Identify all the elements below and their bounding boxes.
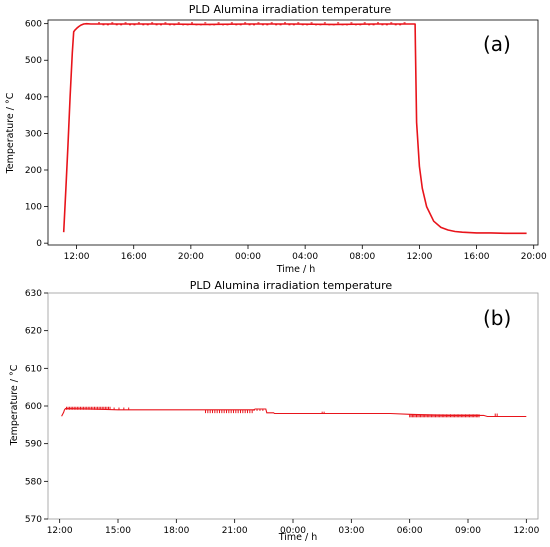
- chart-a-y-tick-label: 400: [25, 93, 42, 103]
- chart-a-x-tick-label: 20:00: [521, 252, 547, 262]
- chart-b-y-ticks: 570 580 590 600 610 620 630: [25, 289, 48, 525]
- chart-a-x-tick-label: 12:00: [64, 252, 90, 262]
- chart-a-y-tick-label: 500: [25, 56, 42, 66]
- chart-a-series-line: [62, 22, 527, 235]
- chart-a-y-tick-label: 600: [25, 20, 42, 30]
- chart-b-y-tick-label: 610: [25, 364, 42, 374]
- chart-a-x-tick-label: 20:00: [178, 252, 204, 262]
- chart-a-y-tick-label: 100: [25, 203, 42, 213]
- chart-b-panel-label: (b): [483, 306, 511, 330]
- chart-a-y-ticks: 0 100 200 300 400 500 600: [25, 20, 48, 249]
- chart-a-noise: [98, 22, 406, 26]
- chart-b-y-tick-label: 600: [25, 402, 42, 412]
- chart-a-x-tick-label: 00:00: [235, 252, 261, 262]
- chart-b-y-tick-label: 630: [25, 289, 42, 299]
- chart-b-plot-frame: [47, 292, 539, 520]
- chart-b-series-line: [61, 408, 527, 418]
- chart-a: PLD Alumina irradiation temperature 0 100…: [5, 3, 547, 275]
- chart-a-x-ticks: 12:00 16:00 20:00 00:00 04:00 08:00 12:00 16:00…: [64, 245, 547, 262]
- chart-a-plot-frame: [47, 19, 539, 246]
- chart-a-y-axis-label: Temperature / °C: [5, 92, 16, 174]
- chart-a-x-axis-label: Time / h: [276, 264, 316, 275]
- chart-a-x-tick-label: 08:00: [349, 252, 375, 262]
- chart-b-y-tick-label: 590: [25, 440, 42, 450]
- chart-a-x-tick-label: 16:00: [121, 252, 147, 262]
- chart-a-x-tick-label: 16:00: [464, 252, 490, 262]
- chart-b-series: [61, 408, 527, 418]
- chart-b-x-axis-label: Time / h: [278, 532, 318, 543]
- chart-b-y-tick-label: 580: [25, 477, 42, 487]
- chart-b-title: PLD Alumina irradiation temperature: [190, 279, 393, 292]
- chart-b-x-tick-label: 15:00: [105, 526, 131, 536]
- chart-b-x-tick-label: 12:00: [513, 526, 539, 536]
- chart-b-y-tick-label: 570: [25, 515, 42, 525]
- chart-b-x-ticks: 12:00 15:00 18:00 21:00 00:00 03:00 06:00 09:00…: [47, 519, 540, 536]
- chart-b-x-tick-label: 00:00: [280, 526, 306, 536]
- chart-b-x-tick-label: 18:00: [163, 526, 189, 536]
- chart-b-x-tick-label: 06:00: [397, 526, 423, 536]
- chart-b-x-tick-label: 09:00: [455, 526, 481, 536]
- chart-a-y-tick-label: 0: [36, 239, 42, 249]
- chart-a-x-tick-label: 12:00: [406, 252, 432, 262]
- chart-b-x-tick-label: 21:00: [222, 526, 248, 536]
- chart-b-y-axis-label: Temperature / °C: [9, 364, 20, 446]
- chart-a-panel-label: (a): [483, 32, 511, 56]
- chart-a-series: [62, 22, 527, 235]
- chart-b: PLD Alumina irradiation temperature 5705…: [9, 279, 540, 543]
- chart-b-x-tick-label: 12:00: [47, 526, 73, 536]
- chart-b-y-tick-label: 620: [25, 327, 42, 337]
- chart-a-y-tick-label: 300: [25, 129, 42, 139]
- chart-b-noise: [65, 406, 498, 418]
- chart-b-x-tick-label: 03:00: [338, 526, 364, 536]
- chart-a-title: PLD Alumina irradiation temperature: [189, 3, 392, 16]
- chart-a-y-tick-label: 200: [25, 166, 42, 176]
- chart-a-x-tick-label: 04:00: [292, 252, 318, 262]
